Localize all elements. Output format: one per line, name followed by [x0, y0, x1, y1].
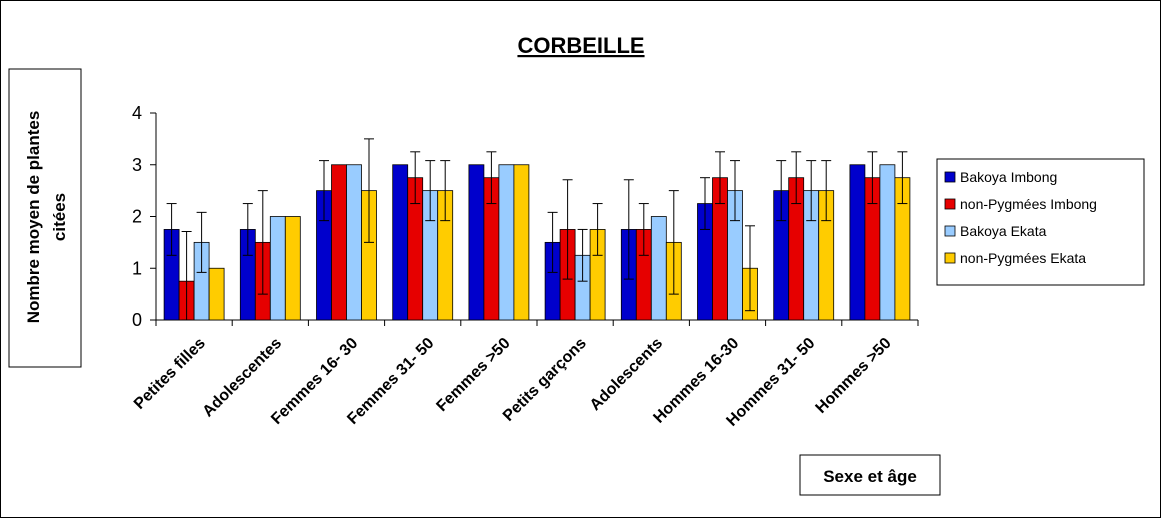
x-tick-label: Petits garçons [500, 335, 590, 425]
bar [879, 164, 896, 321]
x-axis-title-box [799, 454, 941, 496]
bar [284, 216, 301, 321]
y-tick-label: 0 [132, 310, 142, 330]
bar [650, 216, 667, 321]
legend-swatch [944, 225, 956, 237]
legend-label: non-Pygmées Ekata [960, 250, 1086, 266]
legend-box [936, 158, 1145, 286]
legend-label: non-Pygmées Imbong [960, 196, 1097, 212]
bar [346, 164, 362, 321]
bar [849, 164, 866, 321]
x-tick-label: Petites filles [131, 335, 209, 413]
legend-swatch [944, 171, 956, 183]
x-axis-title: Sexe et âge [823, 467, 917, 486]
x-tick-label: Femmes >50 [433, 335, 513, 415]
y-tick-label: 2 [132, 207, 142, 227]
legend-swatch [944, 252, 956, 264]
x-tick-label: Adolescentes [200, 335, 286, 421]
y-axis-title-line2: citées [50, 193, 69, 241]
x-tick-label: Hommes >50 [813, 335, 895, 417]
bar [208, 267, 225, 321]
bar [513, 164, 530, 321]
y-axis-title-box [8, 68, 82, 368]
legend-swatch [944, 198, 956, 210]
legend: Bakoya Imbong non-Pygmées Imbong Bakoya Ek… [936, 158, 1145, 286]
bar [331, 164, 347, 321]
y-tick-label: 4 [132, 103, 142, 123]
bar [392, 164, 409, 321]
x-tick-label: Adolescents [587, 335, 666, 414]
bar [468, 164, 485, 321]
y-axis-title-line1: Nombre moyen de plantes [24, 111, 43, 324]
legend-label: Bakoya Ekata [960, 223, 1047, 239]
chart-title: CORBEILLE [517, 33, 644, 58]
bar [269, 216, 286, 321]
bar [498, 164, 515, 321]
legend-label: Bakoya Imbong [960, 169, 1057, 185]
y-tick-label: 1 [132, 258, 142, 278]
y-tick-label: 3 [132, 155, 142, 175]
